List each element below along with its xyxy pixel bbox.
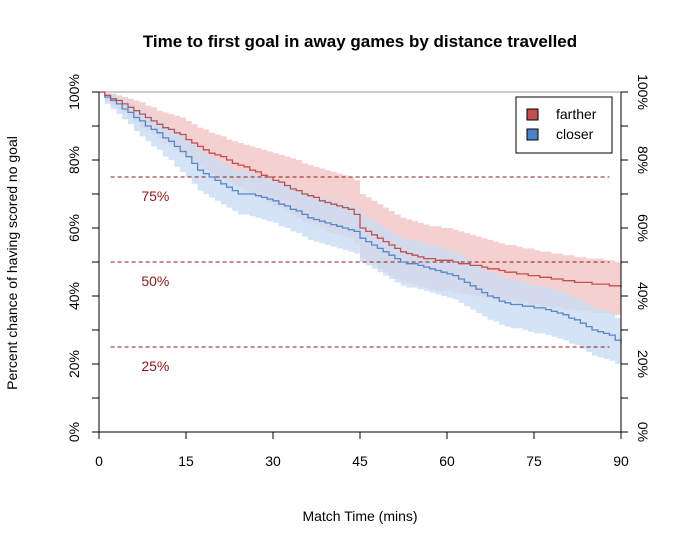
- legend-label-farther: farther: [556, 106, 597, 122]
- legend-swatch-closer: [526, 128, 539, 141]
- axes: 0 15 30 45 60 75 90 0% 0% 20% 20% 40% 40% 60% 60% 80% 80…: [66, 74, 651, 469]
- y-tick-label-right-60: 60%: [635, 214, 651, 242]
- legend: farther closer: [515, 96, 613, 154]
- x-tick-label-0: 0: [95, 453, 103, 469]
- y-tick-label-left-80: 80%: [66, 146, 82, 174]
- y-tick-label-right-80: 80%: [635, 146, 651, 174]
- x-tick-label-75: 75: [526, 453, 542, 469]
- plot-area: 75% 50% 25%: [99, 91, 622, 374]
- x-tick-label-30: 30: [265, 453, 281, 469]
- survival-line-closer: [99, 91, 622, 344]
- reference-label-50: 50%: [141, 273, 169, 289]
- x-tick-label-90: 90: [613, 453, 629, 469]
- x-tick-label-45: 45: [352, 453, 368, 469]
- y-tick-label-left-20: 20%: [66, 350, 82, 378]
- y-tick-label-right-40: 40%: [635, 282, 651, 310]
- survival-line-farther: [99, 91, 622, 288]
- x-tick-label-15: 15: [178, 453, 194, 469]
- chart-title: Time to first goal in away games by dist…: [143, 32, 577, 51]
- y-tick-label-right-20: 20%: [635, 350, 651, 378]
- confidence-band-farther: [99, 92, 621, 317]
- y-tick-label-right-0: 0%: [635, 422, 651, 442]
- confidence-band-closer: [99, 92, 621, 366]
- y-tick-label-left-60: 60%: [66, 214, 82, 242]
- legend-swatch-farther: [526, 108, 539, 121]
- y-tick-label-right-100: 100%: [635, 74, 651, 110]
- legend-label-closer: closer: [556, 126, 594, 142]
- x-axis-label: Match Time (mins): [302, 508, 417, 524]
- x-tick-label-60: 60: [439, 453, 455, 469]
- y-tick-label-left-0: 0%: [66, 422, 82, 442]
- y-tick-label-left-40: 40%: [66, 282, 82, 310]
- reference-label-25: 25%: [141, 358, 169, 374]
- y-axis-label: Percent chance of having scored no goal: [4, 136, 20, 390]
- y-tick-label-left-100: 100%: [66, 74, 82, 110]
- legend-box: [515, 96, 613, 154]
- reference-label-75: 75%: [141, 188, 169, 204]
